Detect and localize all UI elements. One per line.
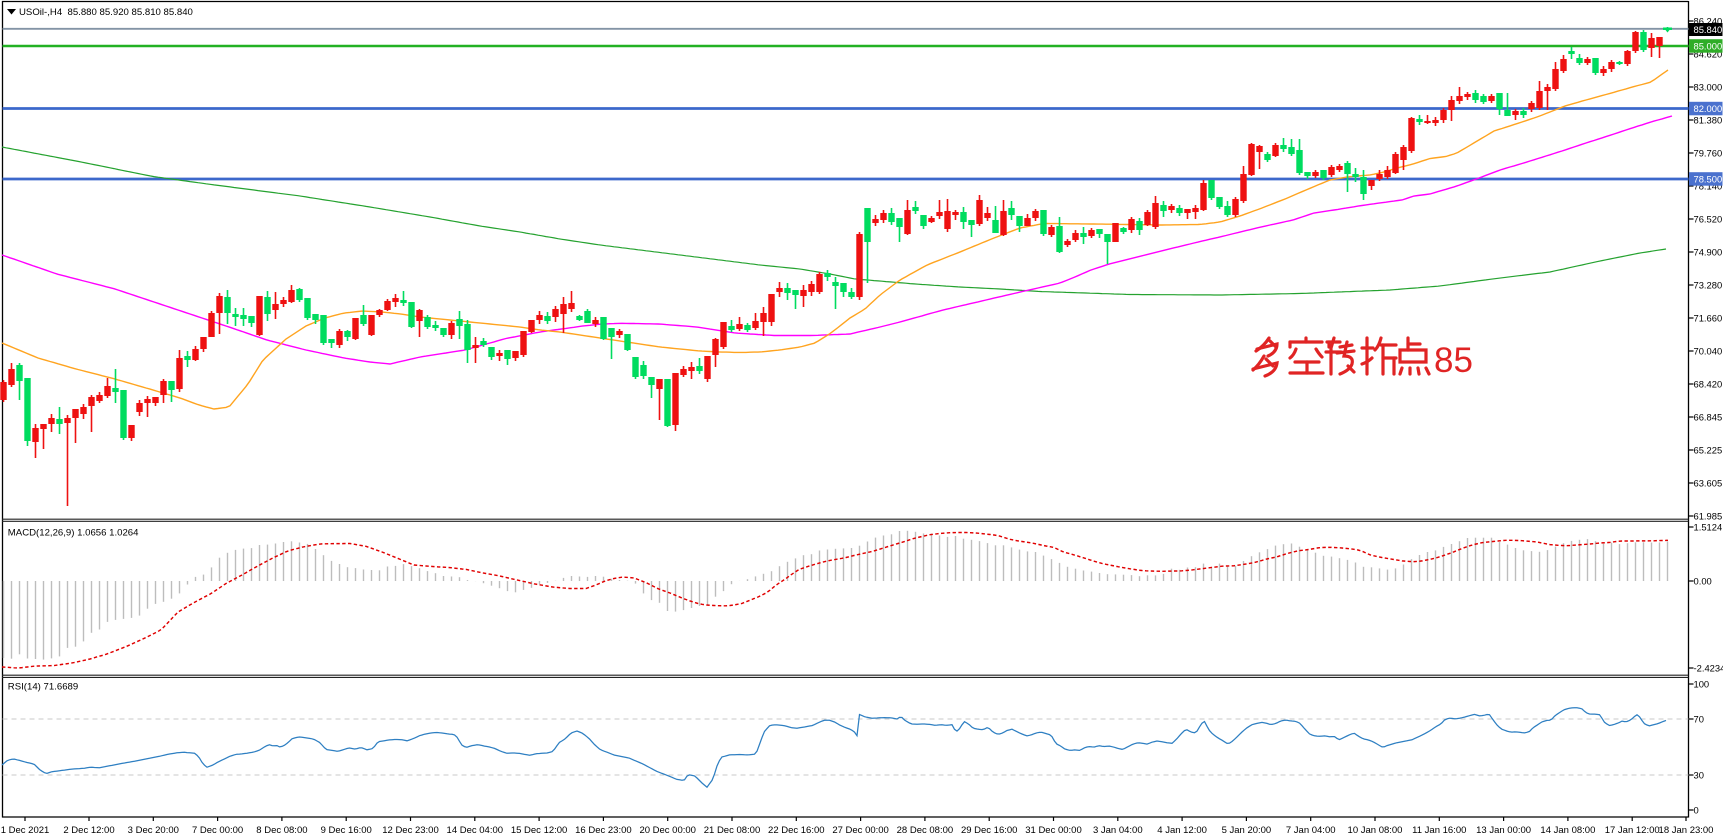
- svg-text:83.000: 83.000: [1694, 82, 1723, 93]
- svg-text:MACD(12,26,9) 1.0656 1.0264: MACD(12,26,9) 1.0656 1.0264: [8, 527, 139, 538]
- svg-text:28 Dec 08:00: 28 Dec 08:00: [897, 825, 954, 836]
- svg-text:20 Dec 00:00: 20 Dec 00:00: [639, 825, 696, 836]
- svg-text:85: 85: [1434, 341, 1473, 380]
- svg-text:100: 100: [1694, 679, 1710, 690]
- svg-text:0: 0: [1694, 805, 1699, 816]
- svg-text:78.140: 78.140: [1694, 181, 1723, 192]
- svg-text:81.380: 81.380: [1694, 115, 1723, 126]
- svg-text:7 Jan 04:00: 7 Jan 04:00: [1286, 825, 1336, 836]
- svg-text:0.00: 0.00: [1694, 576, 1712, 587]
- svg-text:USOil-,H4 85.880 85.920 85.81: USOil-,H4 85.880 85.920 85.810 85.840: [19, 7, 193, 18]
- svg-text:21 Dec 08:00: 21 Dec 08:00: [704, 825, 761, 836]
- svg-text:70: 70: [1694, 714, 1704, 725]
- svg-text:76.520: 76.520: [1694, 214, 1723, 225]
- svg-text:29 Dec 16:00: 29 Dec 16:00: [961, 825, 1018, 836]
- svg-text:9 Dec 16:00: 9 Dec 16:00: [321, 825, 372, 836]
- svg-text:-2.4234: -2.4234: [1694, 663, 1723, 674]
- svg-text:63.605: 63.605: [1694, 478, 1723, 489]
- svg-text:78.500: 78.500: [1694, 174, 1723, 185]
- svg-text:17 Jan 12:00: 17 Jan 12:00: [1605, 825, 1660, 836]
- svg-text:13 Jan 00:00: 13 Jan 00:00: [1476, 825, 1531, 836]
- svg-text:85.840: 85.840: [1694, 24, 1723, 35]
- svg-text:8 Dec 08:00: 8 Dec 08:00: [256, 825, 307, 836]
- svg-text:84.620: 84.620: [1694, 49, 1723, 60]
- svg-text:71.660: 71.660: [1694, 313, 1723, 324]
- svg-text:68.420: 68.420: [1694, 379, 1723, 390]
- svg-text:11 Jan 16:00: 11 Jan 16:00: [1412, 825, 1466, 836]
- svg-text:31 Dec 00:00: 31 Dec 00:00: [1025, 825, 1082, 836]
- svg-text:14 Dec 04:00: 14 Dec 04:00: [447, 825, 504, 836]
- svg-text:15 Dec 12:00: 15 Dec 12:00: [511, 825, 568, 836]
- svg-text:16 Dec 23:00: 16 Dec 23:00: [575, 825, 632, 836]
- svg-text:10 Jan 08:00: 10 Jan 08:00: [1348, 825, 1403, 836]
- svg-text:82.000: 82.000: [1694, 103, 1723, 114]
- svg-text:74.900: 74.900: [1694, 247, 1723, 258]
- svg-text:1.5124: 1.5124: [1694, 522, 1723, 533]
- svg-text:3 Dec 20:00: 3 Dec 20:00: [128, 825, 179, 836]
- svg-text:85.000: 85.000: [1694, 41, 1723, 52]
- svg-text:12 Dec 23:00: 12 Dec 23:00: [382, 825, 439, 836]
- svg-text:4 Jan 12:00: 4 Jan 12:00: [1157, 825, 1207, 836]
- svg-text:3 Jan 04:00: 3 Jan 04:00: [1093, 825, 1143, 836]
- svg-text:1 Dec 2021: 1 Dec 2021: [1, 825, 50, 836]
- svg-text:RSI(14) 71.6689: RSI(14) 71.6689: [8, 682, 78, 693]
- svg-text:66.845: 66.845: [1694, 412, 1723, 423]
- svg-text:18 Jan 23:00: 18 Jan 23:00: [1659, 825, 1714, 836]
- svg-text:30: 30: [1694, 770, 1704, 781]
- svg-text:14 Jan 08:00: 14 Jan 08:00: [1540, 825, 1595, 836]
- svg-text:70.040: 70.040: [1694, 346, 1723, 357]
- svg-text:7 Dec 00:00: 7 Dec 00:00: [192, 825, 243, 836]
- svg-text:86.240: 86.240: [1694, 16, 1723, 27]
- svg-text:79.760: 79.760: [1694, 148, 1723, 159]
- svg-text:61.985: 61.985: [1694, 511, 1723, 522]
- svg-text:73.280: 73.280: [1694, 280, 1723, 291]
- svg-text:2 Dec 12:00: 2 Dec 12:00: [63, 825, 114, 836]
- svg-text:65.225: 65.225: [1694, 445, 1723, 456]
- svg-text:5 Jan 20:00: 5 Jan 20:00: [1222, 825, 1272, 836]
- svg-text:27 Dec 00:00: 27 Dec 00:00: [832, 825, 889, 836]
- svg-text:22 Dec 16:00: 22 Dec 16:00: [768, 825, 825, 836]
